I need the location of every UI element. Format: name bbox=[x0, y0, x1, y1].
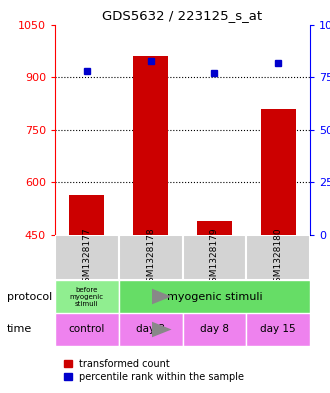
Text: control: control bbox=[69, 325, 105, 334]
Polygon shape bbox=[152, 288, 172, 304]
Bar bbox=[133, 57, 168, 235]
Legend: transformed count, percentile rank within the sample: transformed count, percentile rank withi… bbox=[60, 355, 248, 386]
Title: GDS5632 / 223125_s_at: GDS5632 / 223125_s_at bbox=[102, 9, 263, 22]
Bar bbox=[119, 235, 182, 280]
Bar bbox=[261, 109, 296, 235]
Bar bbox=[182, 235, 246, 280]
Text: GSM1328180: GSM1328180 bbox=[274, 227, 282, 288]
Bar bbox=[246, 235, 310, 280]
Text: GSM1328177: GSM1328177 bbox=[82, 227, 91, 288]
Bar bbox=[119, 313, 182, 346]
Text: before
myogenic
stimuli: before myogenic stimuli bbox=[70, 286, 104, 307]
Text: day 8: day 8 bbox=[200, 325, 229, 334]
Text: day 3: day 3 bbox=[136, 325, 165, 334]
Bar bbox=[119, 280, 310, 313]
Bar bbox=[55, 280, 119, 313]
Text: protocol: protocol bbox=[7, 292, 52, 301]
Bar bbox=[246, 313, 310, 346]
Bar bbox=[69, 195, 104, 235]
Bar bbox=[182, 313, 246, 346]
Polygon shape bbox=[152, 321, 172, 337]
Text: GSM1328178: GSM1328178 bbox=[146, 227, 155, 288]
Text: day 15: day 15 bbox=[260, 325, 296, 334]
Text: GSM1328179: GSM1328179 bbox=[210, 227, 219, 288]
Bar bbox=[55, 313, 119, 346]
Text: time: time bbox=[7, 325, 32, 334]
Text: myogenic stimuli: myogenic stimuli bbox=[167, 292, 262, 301]
Bar bbox=[55, 235, 119, 280]
Bar bbox=[197, 221, 232, 235]
